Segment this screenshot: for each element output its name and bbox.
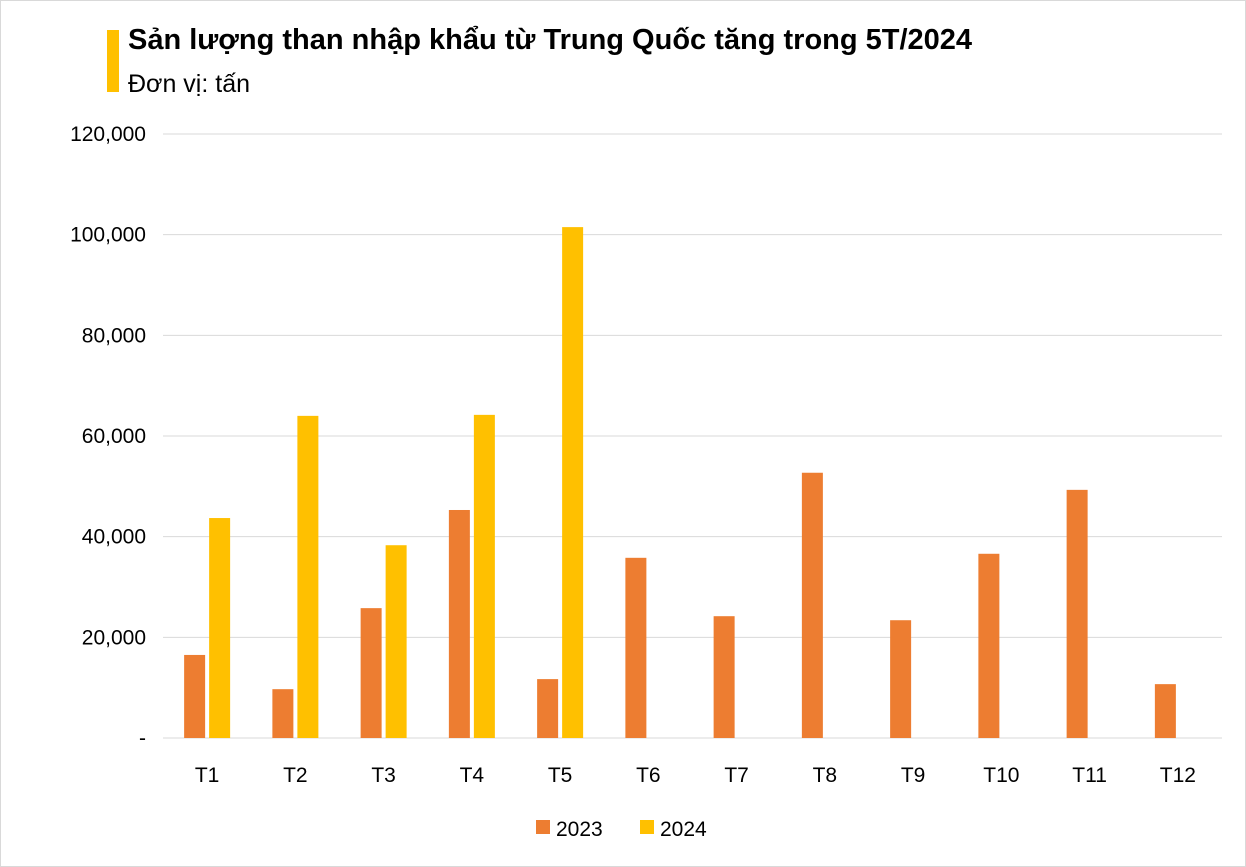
x-tick-label: T8 [813,764,838,787]
bar-2023-T3 [360,608,382,738]
chart-title: Sản lượng than nhập khẩu từ Trung Quốc t… [128,24,973,56]
legend-swatch-2024 [640,820,654,834]
x-tick-label: T9 [901,764,926,787]
bar-2023-T10 [978,553,1000,738]
x-tick-label: T1 [195,764,220,787]
bar-2024-T5 [562,227,584,738]
x-tick-label: T2 [283,764,308,787]
y-tick-label: 40,000 [82,526,146,549]
x-tick-label: T5 [548,764,573,787]
legend-label: 2023 [556,818,603,841]
y-tick-label: 80,000 [82,324,146,347]
bar-2023-T8 [801,472,823,738]
bar-2023-T5 [537,679,559,738]
bar-2023-T12 [1154,684,1176,738]
bar-2024-T2 [297,415,319,738]
legend-swatch-2023 [536,820,550,834]
legend-label: 2024 [660,818,707,841]
y-tick-label: - [139,727,146,750]
x-tick-label: T4 [460,764,485,787]
x-tick-label: T10 [983,764,1019,787]
bar-2024-T3 [385,545,407,738]
y-tick-label: 100,000 [70,224,146,247]
x-tick-label: T3 [371,764,396,787]
x-tick-label: T11 [1072,764,1107,787]
bar-2023-T6 [625,557,647,738]
bar-2023-T7 [713,616,735,738]
bar-2023-T4 [448,509,470,738]
bar-2023-T9 [890,620,912,738]
x-tick-label: T6 [636,764,661,787]
bar-2024-T4 [473,414,495,738]
title-accent-bar [107,30,119,92]
chart-subtitle: Đơn vị: tấn [128,70,250,98]
bar-2023-T11 [1066,489,1088,738]
y-tick-label: 20,000 [82,626,146,649]
y-tick-label: 120,000 [70,123,146,146]
y-tick-label: 60,000 [82,425,146,448]
bar-2023-T1 [184,654,206,738]
x-tick-label: T12 [1160,764,1196,787]
bar-2024-T1 [209,518,231,738]
x-tick-label: T7 [724,764,749,787]
bar-2023-T2 [272,689,294,738]
